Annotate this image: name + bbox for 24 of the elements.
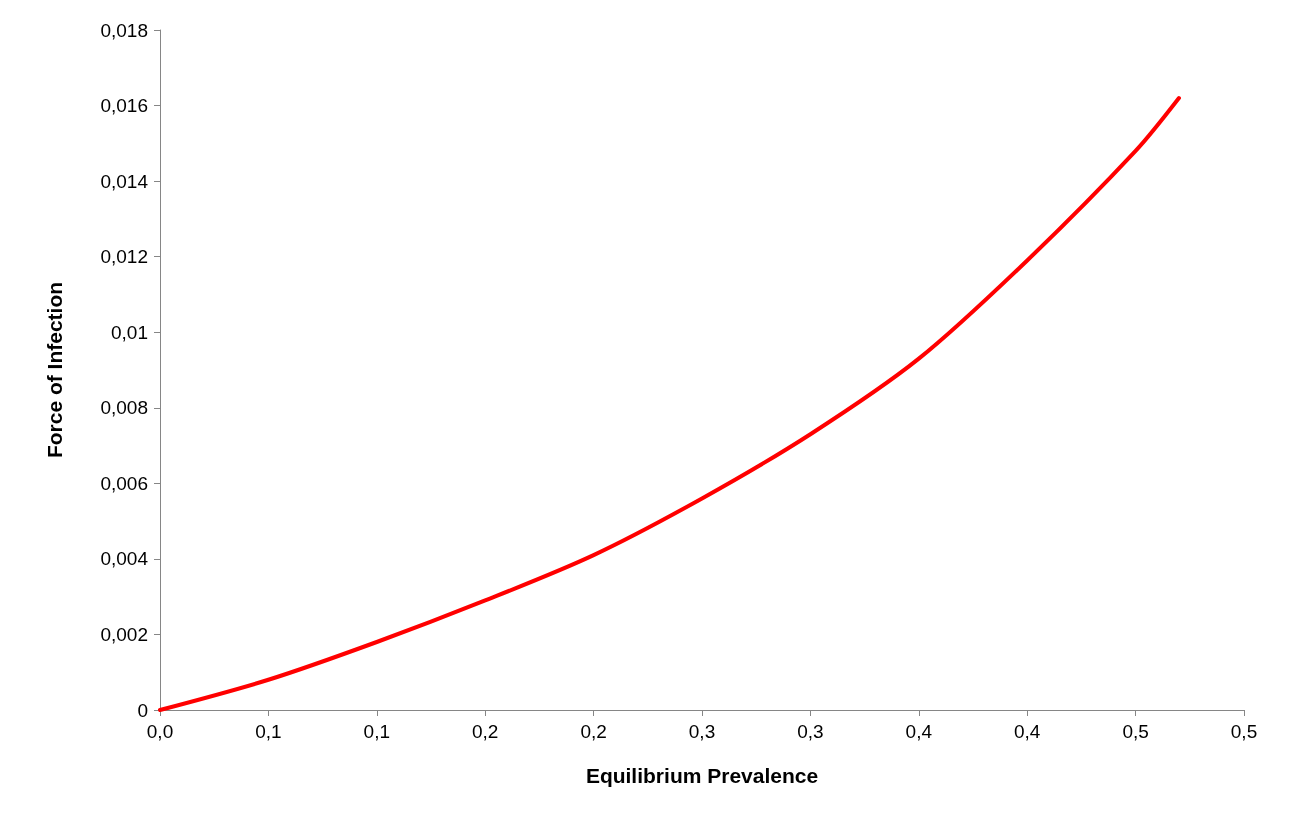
y-axis-title: Force of Infection [43,281,66,459]
y-tick-label: 0,012 [100,246,148,268]
x-tick-label: 0,2 [471,721,499,742]
y-tick-label: 0,018 [100,19,148,41]
x-tick-label: 0,1 [363,721,391,742]
y-tick-label: 0,004 [100,548,149,570]
y-tick-label: 0,002 [100,623,148,645]
x-tick-label: 0,3 [688,721,716,742]
x-tick-label: 0,4 [905,721,933,742]
x-tick-label: 0,2 [580,721,607,742]
y-tick-label: 0 [137,699,148,721]
y-tick-label: 0,008 [100,397,148,419]
x-tick-label: 0,5 [1122,721,1149,742]
x-tick-label: 0,1 [255,721,282,742]
x-tick-label: 0,3 [797,721,824,742]
x-tick-label: 0,0 [146,721,174,742]
y-tick-label: 0,014 [100,170,149,192]
x-tick-label: 0,4 [1013,721,1041,742]
y-tick-label: 0,006 [100,472,148,494]
line-series [158,96,1181,712]
x-axis-title: Equilibrium Prevalence [585,764,819,787]
y-tick-label: 0,016 [100,95,148,117]
y-tick-label: 0,01 [111,321,148,343]
x-tick-label: 0,5 [1230,721,1258,742]
